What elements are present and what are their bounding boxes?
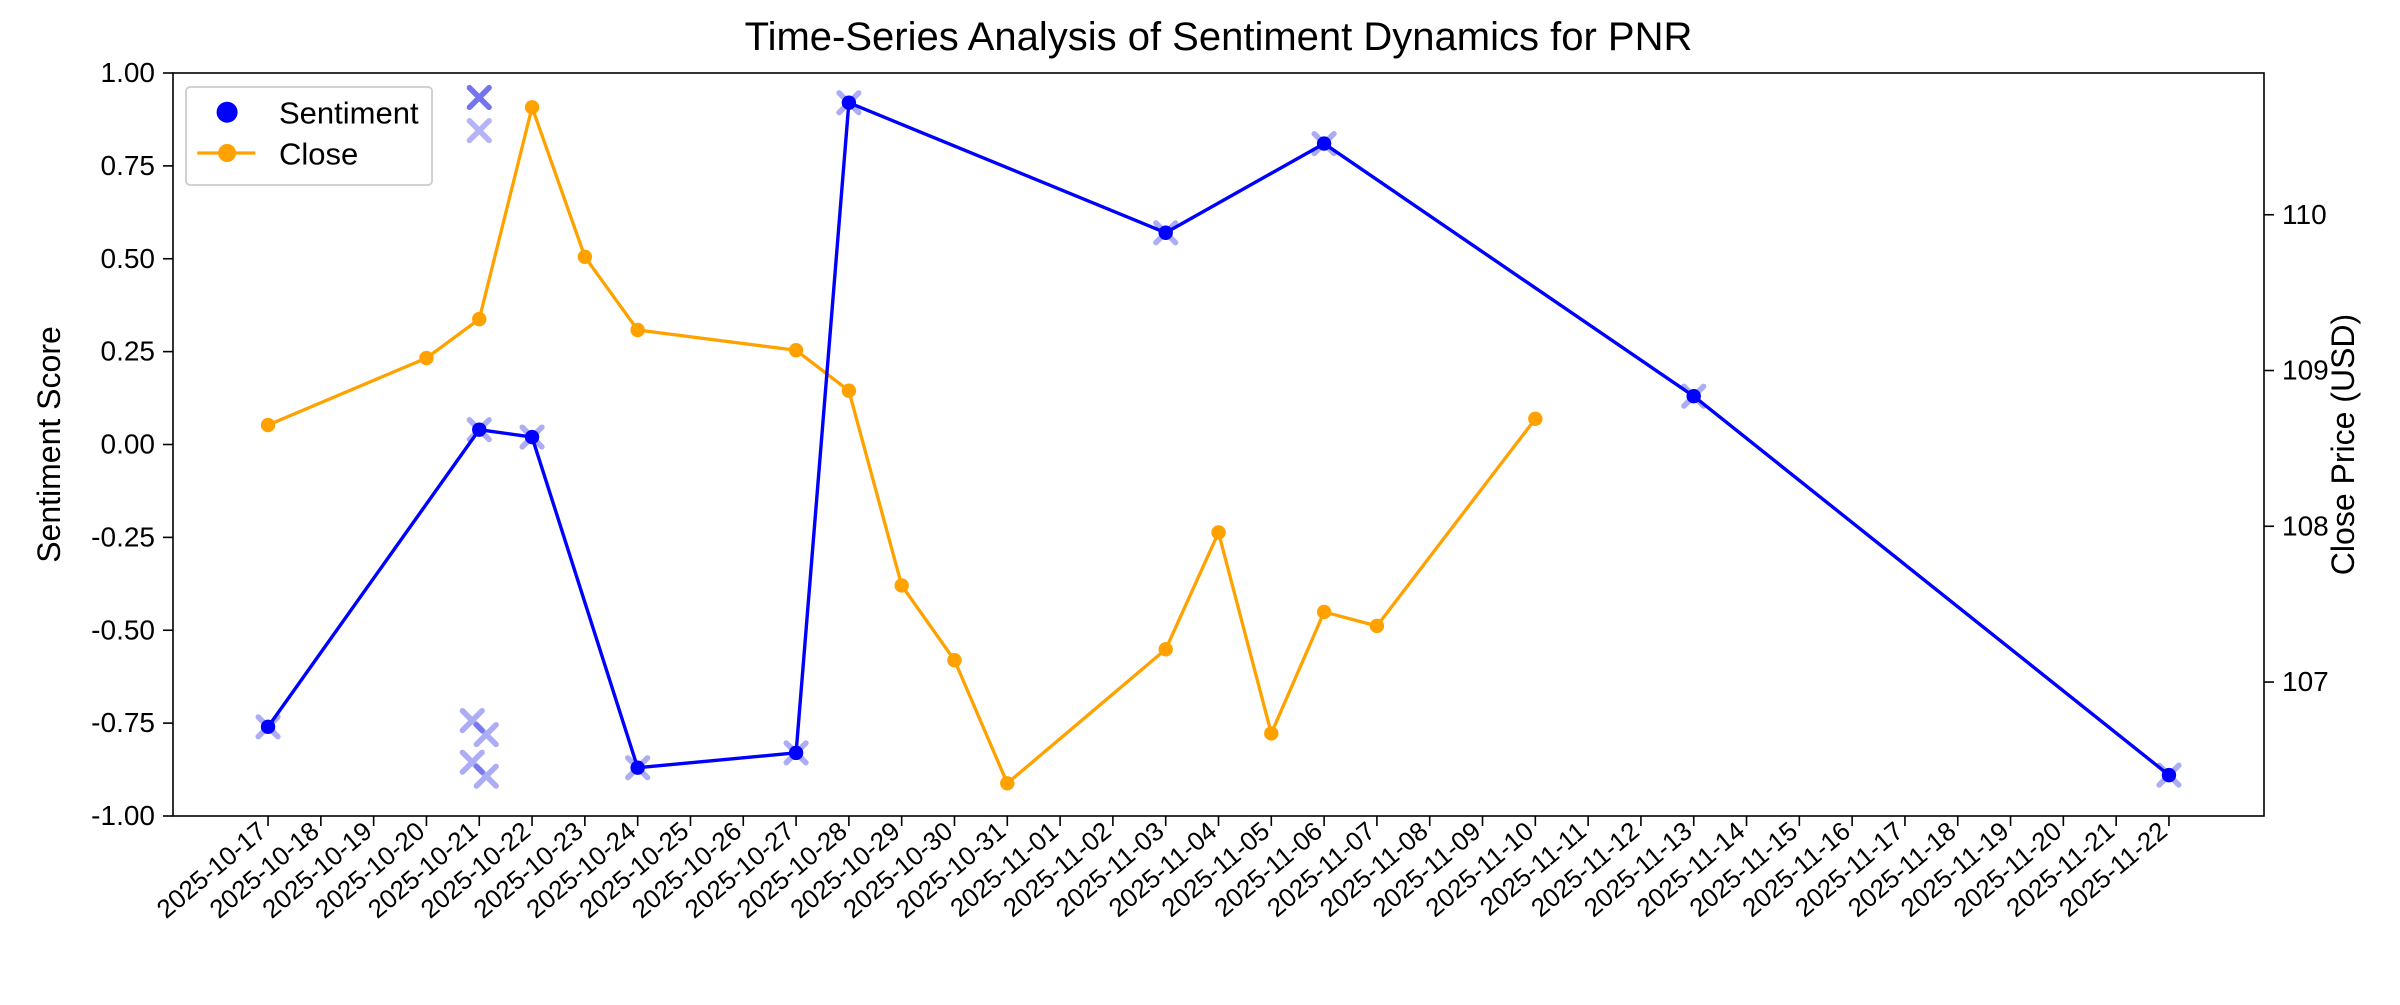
svg-text:110: 110 — [2282, 199, 2327, 230]
svg-text:Sentiment Score: Sentiment Score — [31, 326, 67, 563]
svg-text:Sentiment: Sentiment — [279, 96, 419, 131]
svg-text:Close Price (USD): Close Price (USD) — [2325, 314, 2361, 575]
svg-text:-1.00: -1.00 — [91, 800, 155, 831]
svg-text:108: 108 — [2282, 510, 2329, 541]
svg-text:1.00: 1.00 — [101, 57, 156, 88]
svg-text:0.00: 0.00 — [101, 429, 156, 460]
svg-text:Time-Series Analysis of Sentim: Time-Series Analysis of Sentiment Dynami… — [745, 15, 1693, 59]
svg-text:-0.25: -0.25 — [91, 521, 155, 552]
svg-text:109: 109 — [2282, 355, 2329, 386]
svg-text:-0.50: -0.50 — [91, 614, 155, 645]
svg-text:107: 107 — [2282, 666, 2329, 697]
svg-text:0.50: 0.50 — [101, 243, 156, 274]
svg-text:Close: Close — [279, 137, 358, 172]
svg-text:0.25: 0.25 — [101, 336, 156, 367]
svg-text:0.75: 0.75 — [101, 150, 156, 181]
svg-text:-0.75: -0.75 — [91, 707, 155, 738]
